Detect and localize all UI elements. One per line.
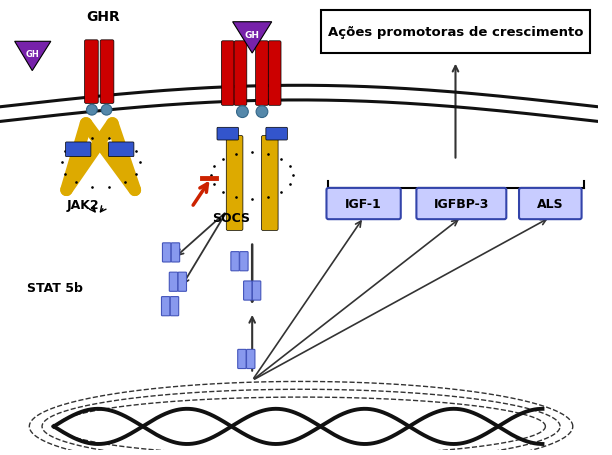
FancyBboxPatch shape [100,41,114,104]
FancyBboxPatch shape [261,136,278,231]
FancyBboxPatch shape [231,252,239,271]
FancyBboxPatch shape [416,188,506,220]
FancyBboxPatch shape [108,143,134,157]
FancyBboxPatch shape [162,297,170,316]
FancyBboxPatch shape [240,252,248,271]
FancyBboxPatch shape [65,143,91,157]
FancyBboxPatch shape [268,42,281,106]
Text: IGFBP-3: IGFBP-3 [434,197,489,211]
Text: JAK2: JAK2 [67,198,99,212]
FancyBboxPatch shape [178,273,187,292]
FancyBboxPatch shape [266,128,288,141]
FancyBboxPatch shape [222,42,234,106]
Text: STAT 5b: STAT 5b [28,282,83,294]
FancyBboxPatch shape [170,273,177,292]
Circle shape [86,105,97,116]
FancyBboxPatch shape [519,188,581,220]
Circle shape [256,106,268,118]
Text: GH: GH [25,50,39,58]
Polygon shape [233,23,272,54]
FancyBboxPatch shape [234,42,247,106]
Circle shape [101,105,112,116]
Text: Ações promotoras de crescimento: Ações promotoras de crescimento [328,26,583,39]
Text: GH: GH [245,31,259,40]
FancyBboxPatch shape [321,11,591,54]
FancyBboxPatch shape [326,188,401,220]
Polygon shape [15,42,51,71]
Text: ALS: ALS [537,197,564,211]
FancyBboxPatch shape [226,136,243,231]
FancyBboxPatch shape [170,297,179,316]
FancyBboxPatch shape [162,243,171,263]
FancyBboxPatch shape [244,281,252,300]
FancyBboxPatch shape [217,128,239,141]
FancyBboxPatch shape [237,349,246,369]
Text: GHR: GHR [86,10,119,24]
Circle shape [237,106,248,118]
Text: SOCS: SOCS [212,211,250,224]
FancyBboxPatch shape [247,349,255,369]
FancyBboxPatch shape [84,41,99,104]
FancyBboxPatch shape [252,281,261,300]
FancyBboxPatch shape [171,243,180,263]
Text: IGF-1: IGF-1 [345,197,382,211]
FancyBboxPatch shape [256,42,268,106]
